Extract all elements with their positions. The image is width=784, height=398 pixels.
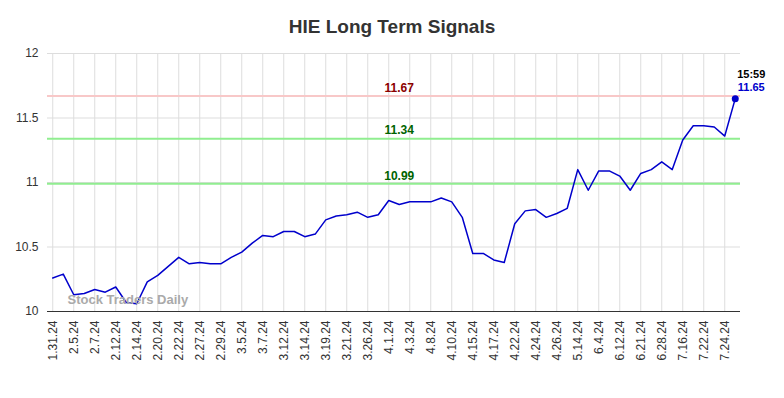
svg-text:5.14.24: 5.14.24 [571, 320, 585, 360]
svg-text:3.19.24: 3.19.24 [319, 320, 333, 360]
svg-text:2.29.24: 2.29.24 [214, 320, 228, 360]
svg-text:4.26.24: 4.26.24 [550, 320, 564, 360]
svg-text:11: 11 [26, 175, 39, 189]
svg-text:3.12.24: 3.12.24 [277, 320, 291, 360]
svg-text:2.14.24: 2.14.24 [130, 320, 144, 360]
svg-text:11.34: 11.34 [385, 123, 415, 137]
svg-text:2.22.24: 2.22.24 [172, 320, 186, 360]
svg-text:15:59: 15:59 [737, 68, 765, 80]
svg-text:6.12.24: 6.12.24 [613, 320, 627, 360]
svg-text:4.22.24: 4.22.24 [508, 320, 522, 360]
svg-text:6.21.24: 6.21.24 [634, 320, 648, 360]
svg-text:6.28.24: 6.28.24 [655, 320, 669, 360]
svg-text:11.67: 11.67 [385, 81, 415, 95]
svg-text:2.7.24: 2.7.24 [88, 320, 102, 354]
svg-text:4.17.24: 4.17.24 [487, 320, 501, 360]
svg-text:7.24.24: 7.24.24 [718, 320, 732, 360]
svg-text:10: 10 [25, 304, 39, 318]
svg-text:4.3.24: 4.3.24 [403, 320, 417, 354]
svg-text:7.16.24: 7.16.24 [676, 320, 690, 360]
svg-text:3.21.24: 3.21.24 [340, 320, 354, 360]
svg-text:2.5.24: 2.5.24 [67, 320, 81, 354]
svg-text:2.12.24: 2.12.24 [109, 320, 123, 360]
svg-text:4.8.24: 4.8.24 [424, 320, 438, 354]
svg-text:3.7.24: 3.7.24 [256, 320, 270, 354]
svg-text:10.99: 10.99 [384, 169, 414, 183]
svg-text:4.10.24: 4.10.24 [445, 320, 459, 360]
svg-text:4.1.24: 4.1.24 [382, 320, 396, 354]
svg-text:2.20.24: 2.20.24 [151, 320, 165, 360]
svg-text:4.24.24: 4.24.24 [529, 320, 543, 360]
svg-text:1.31.24: 1.31.24 [46, 320, 60, 360]
svg-text:2.27.24: 2.27.24 [193, 320, 207, 360]
svg-text:11.5: 11.5 [16, 111, 39, 125]
svg-text:11.65: 11.65 [738, 81, 765, 93]
html-text:HIE Long Term Signals: HIE Long Term Signals [288, 16, 496, 37]
svg-text:4.15.24: 4.15.24 [466, 320, 480, 360]
svg-text:3.14.24: 3.14.24 [298, 320, 312, 360]
svg-text:3.5.24: 3.5.24 [235, 320, 249, 354]
svg-text:3.26.24: 3.26.24 [361, 320, 375, 360]
svg-text:7.22.24: 7.22.24 [697, 320, 711, 360]
svg-text:12: 12 [25, 46, 39, 60]
svg-text:10.5: 10.5 [15, 240, 39, 254]
svg-text:6.4.24: 6.4.24 [592, 320, 606, 354]
svg-text:Stock Traders Daily: Stock Traders Daily [68, 292, 189, 307]
